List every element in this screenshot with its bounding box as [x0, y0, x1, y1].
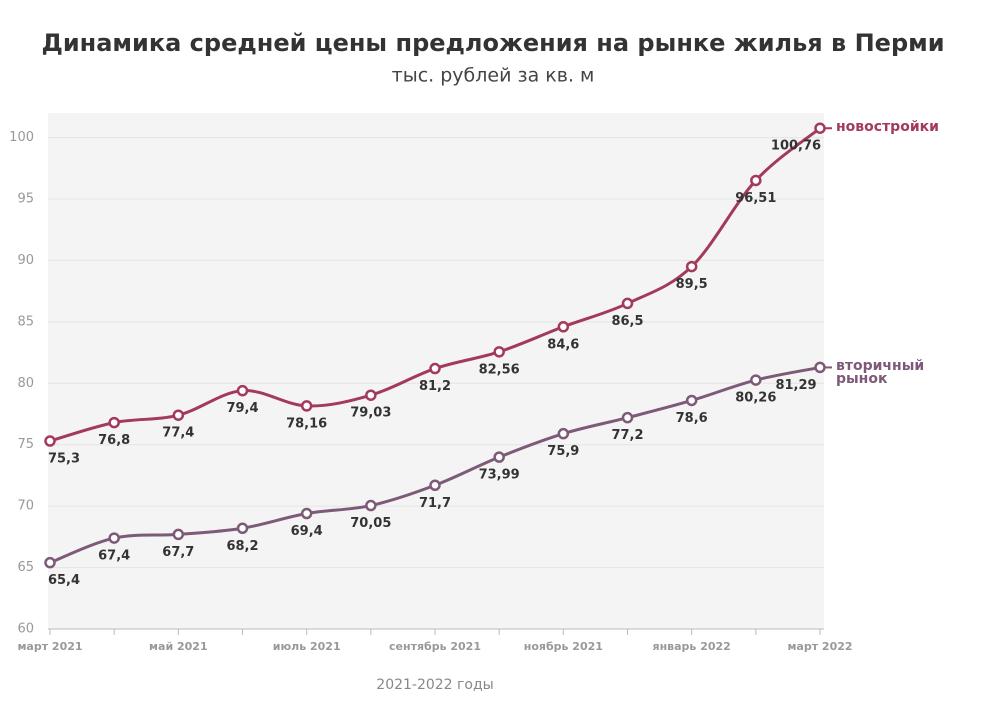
data-label: 78,6	[676, 411, 708, 426]
data-label: 89,5	[676, 277, 708, 292]
data-point	[44, 435, 56, 447]
y-tick-label: 80	[17, 376, 34, 391]
y-tick-label: 65	[17, 560, 34, 575]
chart-subtitle: тыс. рублей за кв. м	[392, 65, 595, 87]
x-axis-label: 2021-2022 годы	[376, 677, 493, 693]
data-point	[685, 394, 698, 407]
data-point	[429, 479, 441, 492]
data-point	[44, 556, 56, 569]
data-label: 70,05	[350, 516, 391, 531]
data-point	[172, 528, 185, 541]
data-point	[621, 297, 634, 310]
y-tick-label: 95	[17, 192, 34, 207]
x-tick-label: май 2021	[149, 640, 208, 653]
x-tick-label: январь 2022	[653, 640, 731, 653]
data-label: 100,76	[771, 139, 821, 154]
data-label: 71,7	[419, 496, 451, 511]
data-point	[236, 522, 249, 535]
data-point	[750, 174, 762, 187]
data-point	[621, 411, 634, 424]
y-tick-label: 100	[9, 130, 34, 145]
data-point	[429, 362, 441, 375]
data-point	[300, 507, 313, 520]
data-label: 75,3	[48, 452, 80, 467]
x-tick-label: июль 2021	[273, 640, 341, 653]
data-label: 78,16	[286, 416, 327, 431]
data-point	[814, 361, 826, 374]
data-point	[236, 384, 249, 397]
data-point	[172, 409, 185, 421]
data-label: 67,7	[162, 545, 194, 560]
data-label: 68,2	[226, 539, 258, 554]
y-tick-label: 75	[17, 437, 34, 452]
legend-label: вторичный рынок	[836, 358, 925, 388]
data-label: 77,4	[162, 426, 194, 441]
data-point	[365, 389, 377, 401]
data-label: 75,9	[547, 444, 579, 459]
y-tick-label: 85	[17, 314, 34, 329]
data-label: 80,26	[735, 391, 776, 406]
data-label: 67,4	[98, 549, 130, 564]
data-point	[685, 260, 698, 273]
data-label: 76,8	[98, 433, 130, 448]
data-point	[814, 122, 826, 134]
data-point	[493, 451, 505, 463]
data-point	[557, 321, 570, 333]
data-label: 79,4	[226, 401, 258, 416]
x-tick-label: март 2022	[787, 640, 852, 653]
data-label: 79,03	[350, 406, 391, 421]
x-tick-label: ноябрь 2021	[524, 640, 603, 653]
legend-label: новостройки	[836, 119, 939, 136]
data-label: 82,56	[479, 362, 520, 377]
data-point	[300, 400, 313, 412]
data-point	[108, 416, 120, 429]
y-tick-label: 90	[17, 253, 34, 268]
x-tick-label: март 2021	[17, 640, 82, 653]
data-label: 69,4	[291, 524, 323, 539]
data-point	[750, 374, 762, 386]
y-tick-label: 70	[17, 499, 34, 514]
data-point	[108, 532, 120, 544]
chart-title: Динамика средней цены предложения на рын…	[41, 29, 944, 57]
data-point	[365, 499, 377, 512]
data-label: 65,4	[48, 573, 80, 588]
y-tick-label: 60	[17, 622, 34, 637]
data-label: 77,2	[611, 428, 643, 443]
x-tick-label: сентябрь 2021	[389, 640, 481, 653]
data-point	[493, 346, 505, 358]
data-label: 81,2	[419, 379, 451, 394]
data-point	[557, 427, 570, 440]
data-label: 73,99	[479, 468, 520, 483]
data-label: 86,5	[611, 314, 643, 329]
data-label: 84,6	[547, 337, 579, 352]
data-label: 81,29	[775, 378, 816, 393]
data-label: 96,51	[735, 191, 776, 206]
